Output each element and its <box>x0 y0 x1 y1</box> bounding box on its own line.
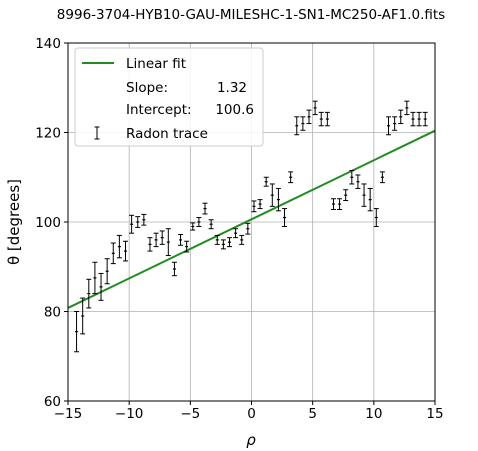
fit-line <box>67 129 436 309</box>
data-point <box>300 116 306 131</box>
legend-radon-label: Radon trace <box>126 126 208 142</box>
data-point <box>129 214 135 234</box>
x-tick-label: −10 <box>115 406 144 422</box>
data-point <box>416 111 422 127</box>
x-axis-label: ρ <box>246 431 256 449</box>
data-point <box>294 116 300 136</box>
data-point <box>257 199 263 210</box>
y-tick-label: 100 <box>35 215 61 231</box>
data-point <box>184 240 190 253</box>
data-point <box>398 109 404 125</box>
legend-radon-marker <box>94 126 100 140</box>
data-point <box>135 216 141 228</box>
x-tick-label: 5 <box>308 406 317 422</box>
y-axis-ticks: 60 80 100 120 140 <box>35 36 68 410</box>
data-point <box>202 202 208 215</box>
data-point <box>324 111 330 127</box>
data-point <box>153 232 159 248</box>
data-point <box>337 198 343 210</box>
data-point <box>74 311 80 353</box>
y-tick-label: 80 <box>44 305 61 321</box>
data-point <box>373 208 379 227</box>
data-point <box>306 109 312 125</box>
legend-slope-label: Slope: <box>126 80 168 96</box>
y-axis-label: θ [degrees] <box>5 179 23 265</box>
data-point <box>422 111 428 127</box>
data-point <box>355 174 361 189</box>
data-point <box>104 258 110 285</box>
data-point <box>361 183 367 207</box>
data-point <box>239 234 245 245</box>
data-point <box>349 170 355 185</box>
data-point <box>196 217 202 227</box>
chart-title: 8996-3704-HYB10-GAU-MILESHC-1-SN1-MC250-… <box>57 7 445 23</box>
data-point <box>141 213 147 226</box>
data-point <box>190 222 196 231</box>
data-point <box>116 234 122 259</box>
legend-intercept-label: Intercept: <box>126 102 192 118</box>
data-point <box>263 176 269 187</box>
data-point <box>318 111 324 127</box>
data-point <box>245 222 251 235</box>
legend-box <box>74 47 264 147</box>
data-point <box>410 111 416 127</box>
data-point <box>122 240 128 262</box>
legend-intercept-value: 100.6 <box>215 102 254 118</box>
y-tick-label: 140 <box>35 36 61 52</box>
y-tick-label: 60 <box>44 394 61 410</box>
x-axis-ticks: −15 −10 −5 0 5 10 15 <box>54 401 444 422</box>
data-point <box>92 261 98 295</box>
legend-fit-label: Linear fit <box>126 56 186 72</box>
data-point <box>208 219 214 230</box>
data-point <box>214 234 220 245</box>
x-tick-label: 10 <box>365 406 382 422</box>
data-point <box>178 234 184 246</box>
data-point <box>98 272 104 301</box>
x-tick-label: 15 <box>426 406 443 422</box>
data-point <box>159 230 165 245</box>
x-tick-label: −15 <box>54 406 83 422</box>
data-point <box>171 261 177 277</box>
data-point <box>379 171 385 184</box>
data-point <box>86 278 92 309</box>
data-point <box>165 228 171 257</box>
data-point <box>288 171 294 184</box>
data-point <box>220 239 226 250</box>
data-point <box>110 242 116 265</box>
data-point <box>226 237 232 248</box>
data-point <box>392 116 398 131</box>
data-point <box>80 297 86 335</box>
data-point <box>147 237 153 252</box>
data-point <box>275 187 281 212</box>
y-tick-label: 120 <box>35 126 61 142</box>
data-point <box>367 187 373 212</box>
data-point <box>330 198 336 210</box>
data-point <box>343 189 349 202</box>
legend-slope-value: 1.32 <box>217 80 247 96</box>
radon-trace-series <box>74 100 428 353</box>
data-point <box>233 228 239 239</box>
data-point <box>404 100 410 116</box>
data-point <box>251 200 257 213</box>
x-tick-label: −5 <box>180 406 200 422</box>
legend: Linear fit Slope: 1.32 Intercept: 100.6 … <box>74 47 264 147</box>
data-point <box>312 100 318 116</box>
data-point <box>282 208 288 227</box>
data-point <box>386 116 392 136</box>
data-point <box>269 183 275 207</box>
fit-layer <box>67 129 436 309</box>
x-tick-label: 0 <box>247 406 256 422</box>
